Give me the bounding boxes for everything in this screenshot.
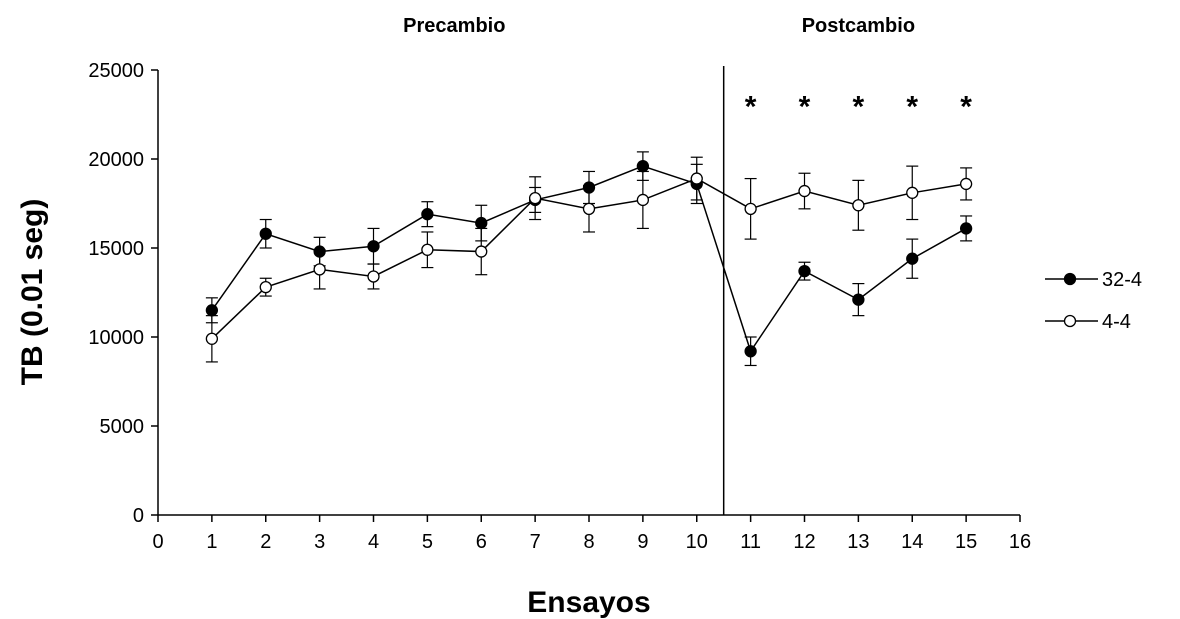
y-tick-label: 10000 [88,327,144,349]
data-point [421,243,434,256]
x-ticks: 0 1 2 3 4 5 6 7 8 9 10 11 12 13 14 15 16 [152,515,1031,553]
data-point [798,264,811,278]
data-point [852,293,865,306]
data-point [259,281,272,294]
significance-markers: * * * * * [745,91,973,124]
x-tick-label: 7 [530,531,541,553]
x-tick-label: 0 [152,531,163,553]
series-4-4 [205,156,973,363]
legend-marker [1063,272,1077,286]
x-tick-label: 13 [847,531,869,553]
data-point [367,270,380,283]
series-32-4 [205,151,973,367]
x-tick-label: 6 [476,531,487,553]
axes [157,70,1020,516]
y-ticks: 0 5000 10000 15000 20000 25000 [88,60,158,527]
y-axis-title: TB (0.01 seg) [16,199,49,386]
x-tick-label: 11 [740,531,761,553]
significance-star: * [745,91,757,124]
legend-marker [1063,314,1077,328]
data-point [906,252,919,265]
data-point [421,208,434,221]
data-point [636,159,650,173]
data-series [205,151,973,367]
data-point [798,184,811,198]
phase-label: Precambio [403,15,505,37]
x-tick-label: 5 [422,531,433,553]
x-tick-label: 16 [1009,531,1031,553]
data-point [906,186,919,199]
x-tick-label: 10 [686,531,708,553]
phase-labels: Precambio Postcambio [403,15,915,37]
x-tick-label: 12 [793,531,815,553]
data-point [959,222,973,235]
significance-star: * [960,91,972,124]
data-point [313,263,326,276]
data-point [205,332,219,345]
data-point [744,202,757,215]
legend-label: 4-4 [1102,311,1131,333]
data-point [744,345,757,358]
data-point [582,202,596,215]
x-tick-label: 1 [206,531,217,553]
legend: 32-4 4-4 [1045,269,1142,333]
y-tick-label: 5000 [100,416,145,438]
x-tick-label: 4 [368,531,379,553]
x-tick-label: 14 [901,531,923,553]
data-point [259,227,272,240]
data-point [475,216,488,230]
y-tick-label: 0 [133,505,144,527]
x-tick-label: 9 [637,531,648,553]
data-point [367,240,380,253]
significance-star: * [853,91,865,124]
data-point [528,192,542,205]
x-tick-label: 15 [955,531,977,553]
data-point [205,304,219,317]
y-tick-label: 20000 [88,149,144,171]
legend-label: 32-4 [1102,269,1142,291]
data-point [636,193,650,207]
data-point [852,199,865,212]
y-tick-label: 25000 [88,60,144,82]
x-tick-label: 3 [314,531,325,553]
data-point [475,245,488,258]
phase-label: Postcambio [802,15,915,37]
data-point [959,177,973,191]
significance-star: * [906,91,918,124]
x-tick-label: 8 [583,531,594,553]
significance-star: * [799,91,811,124]
data-point [690,172,703,185]
y-tick-label: 15000 [88,238,144,260]
x-tick-label: 2 [260,531,271,553]
x-axis-title: Ensayos [527,586,650,619]
